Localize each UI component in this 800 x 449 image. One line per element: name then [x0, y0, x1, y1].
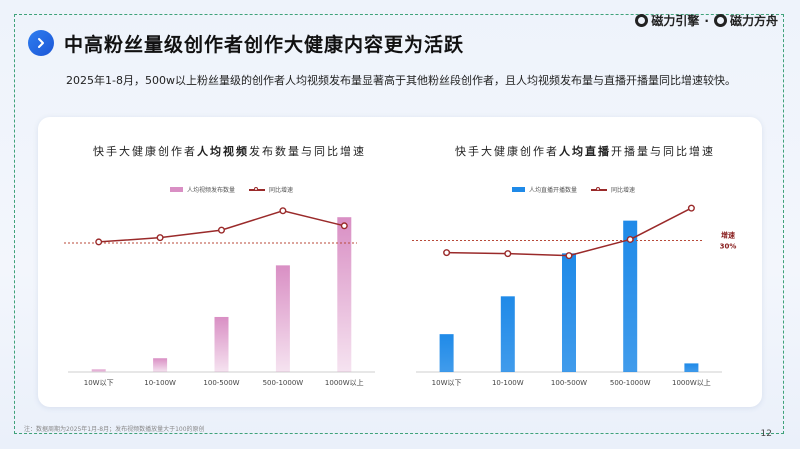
- brand-name-1: 磁力引擎: [651, 14, 700, 28]
- chart-1-legend-bar-label: 人均视频发布数量: [187, 187, 236, 194]
- chart-2-title-pre: 快手大健康创作者: [455, 145, 559, 158]
- chart-1-title-pre: 快手大健康创作者: [93, 145, 197, 158]
- chart-1-title-bold: 人均视频: [197, 145, 249, 158]
- chart-2-growth-point-4: [687, 204, 695, 212]
- chart-2-bar-2: [562, 253, 576, 372]
- brand-logo: 磁力引擎 · 磁力方舟: [635, 12, 778, 29]
- chart-1-title-post: 发布数量与同比增速: [249, 145, 366, 158]
- chart-2-reference-label-bottom: 30%: [720, 242, 737, 250]
- brand-name-2: 磁力方舟: [729, 14, 778, 28]
- chart-2-legend-bar-swatch: [512, 187, 525, 192]
- chart-1-bar-0: [91, 369, 106, 372]
- chart-1-growth-point-4: [340, 222, 348, 230]
- chart-1-x-tick-label-4: 1000W以上: [325, 378, 364, 387]
- page-subtitle: 2025年1-8月，500w以上粉丝量级的创作者人均视频发布量显著高于其他粉丝段…: [66, 74, 736, 87]
- brand-logo-icon: [635, 14, 649, 27]
- chart-1-bar-4: [337, 217, 352, 372]
- chart-1-legend-line-label: 同比增速: [269, 187, 294, 194]
- chart-1-x-tick-label-1: 10-100W: [144, 379, 176, 387]
- chart-2-growth-point-1: [504, 250, 512, 258]
- chart-2-bar-0: [439, 334, 454, 372]
- chart-1-x-tick-label-0: 10W以下: [84, 379, 114, 387]
- page-number: 12: [760, 429, 772, 439]
- chart-2-legend-line-label: 同比增速: [611, 187, 636, 194]
- chart-2-bar-4: [684, 363, 699, 372]
- chart-2-x-tick-label-1: 10-100W: [492, 379, 524, 387]
- chart-1-x-tick-label-2: 100-500W: [203, 379, 239, 387]
- chevron-right-icon: [28, 30, 54, 56]
- chart-2-x-tick-label-2: 100-500W: [551, 379, 587, 387]
- chart-2-legend-bar-label: 人均直播开播数量: [529, 187, 578, 194]
- chart-2-x-tick-label-4: 1000W以上: [672, 378, 711, 387]
- chart-2-bar-3: [623, 220, 638, 372]
- chart-2-legend: 人均直播开播数量 同比增速: [512, 185, 635, 194]
- chart-2-title-bold: 人均直播: [559, 145, 611, 158]
- chart-1-legend-line-swatch: [249, 186, 266, 191]
- chart-1-growth-point-0: [95, 238, 103, 246]
- chart-1-bar-3: [275, 265, 290, 372]
- brand-logo-icon-2: [713, 14, 727, 27]
- footnote: 注：数据周期为2025年1月-8月；发布视频数播放量大于100的原创: [24, 426, 205, 433]
- chart-1-legend: 人均视频发布数量 同比增速: [170, 185, 293, 194]
- chart-2-growth-point-3: [626, 235, 634, 243]
- chart-2-title-post: 开播量与同比增速: [611, 145, 715, 158]
- chart-2-legend-line-swatch: [591, 186, 608, 191]
- chart-1-growth-point-2: [217, 226, 225, 234]
- chart-1-growth-point-3: [279, 207, 287, 215]
- chart-1-bar-2: [214, 316, 229, 372]
- title-row: 中高粉丝量级创作者创作大健康内容更为活跃: [28, 28, 464, 58]
- chart-2-growth-point-0: [443, 249, 451, 257]
- brand-separator: ·: [704, 13, 709, 28]
- chart-2-growth-point-2: [565, 252, 573, 260]
- chart-1-growth-point-1: [156, 234, 164, 242]
- chart-2-x-tick-label-0: 10W以下: [432, 379, 462, 387]
- chart-2-bar-1: [500, 296, 515, 372]
- chart-2-title: 快手大健康创作者人均直播开播量与同比增速: [455, 143, 715, 159]
- chart-1-title: 快手大健康创作者人均视频发布数量与同比增速: [93, 143, 366, 159]
- chart-2-reference-label-top: 增速: [721, 230, 735, 239]
- chart-2-x-tick-label-3: 500-1000W: [610, 379, 651, 387]
- page-title: 中高粉丝量级创作者创作大健康内容更为活跃: [64, 33, 465, 56]
- chart-1-bar-1: [153, 358, 168, 372]
- chart-2-growth-line: [446, 207, 692, 257]
- chart-1-x-tick-label-3: 500-1000W: [263, 379, 304, 387]
- chart-1-legend-bar-swatch: [170, 187, 183, 192]
